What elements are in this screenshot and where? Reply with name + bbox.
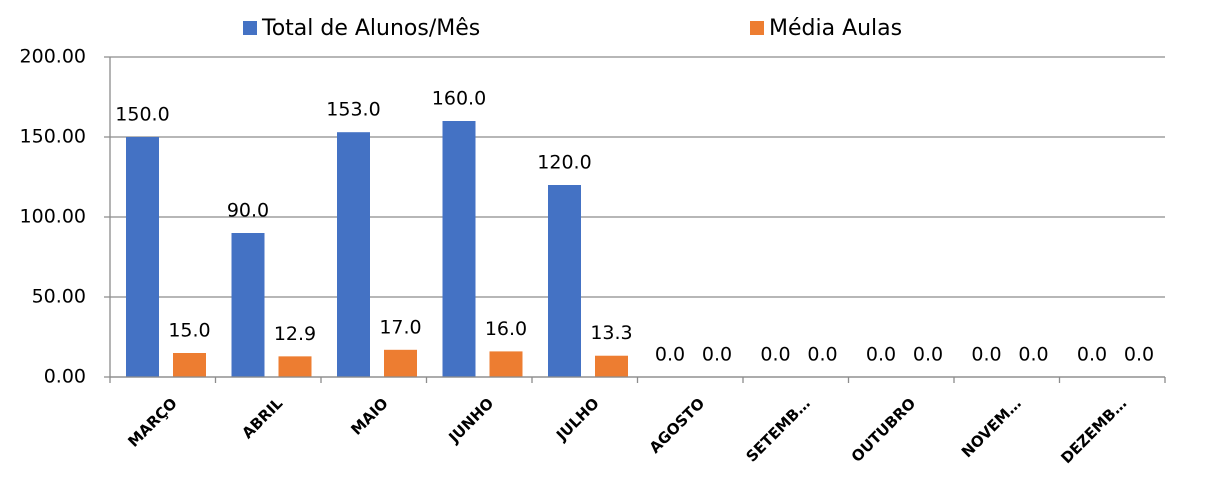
- legend-swatch: [750, 21, 764, 35]
- legend-label: Média Aulas: [769, 16, 902, 41]
- data-label: 0.0: [866, 344, 896, 366]
- bar: [489, 351, 523, 377]
- bar: [126, 137, 159, 377]
- data-label: 0.0: [1124, 344, 1154, 366]
- x-tick-label: MARÇO: [124, 394, 180, 450]
- data-label: 0.0: [1018, 344, 1048, 366]
- y-tick-label: 150.00: [20, 126, 86, 148]
- bar: [384, 349, 417, 377]
- data-label: 160.0: [432, 88, 486, 110]
- y-tick-label: 0.00: [44, 366, 86, 388]
- bar: [337, 132, 370, 377]
- y-tick-label: 200.00: [20, 46, 86, 68]
- data-label: 16.0: [485, 318, 527, 340]
- legend-swatch: [243, 21, 257, 35]
- x-tick-label: SETEMB…: [742, 394, 813, 465]
- data-label: 0.0: [913, 344, 943, 366]
- legend-label: Total de Alunos/Mês: [261, 16, 480, 41]
- bar: [442, 121, 476, 377]
- bar: [595, 355, 628, 377]
- data-label: 90.0: [227, 200, 269, 222]
- y-tick-label: 100.00: [20, 206, 86, 228]
- x-tick-label: MAIO: [347, 394, 391, 438]
- data-label: 153.0: [326, 99, 380, 121]
- data-label: 17.0: [379, 316, 421, 338]
- data-label: 12.9: [274, 323, 316, 345]
- x-tick-label: DEZEMB…: [1057, 394, 1130, 467]
- data-label: 15.0: [168, 320, 210, 342]
- bar: [231, 233, 265, 377]
- data-label: 13.3: [590, 322, 632, 344]
- x-tick-label: JUNHO: [444, 394, 497, 447]
- data-label: 0.0: [760, 344, 790, 366]
- bar: [278, 356, 312, 377]
- y-tick-label: 50.00: [32, 286, 86, 308]
- data-label: 0.0: [655, 344, 685, 366]
- x-tick-label: OUTUBRO: [848, 394, 919, 465]
- x-tick-label: JULHO: [552, 394, 603, 445]
- x-tick-label: ABRIL: [238, 394, 286, 442]
- bar: [173, 353, 206, 377]
- data-label: 0.0: [971, 344, 1001, 366]
- x-tick-label: AGOSTO: [646, 394, 709, 457]
- data-label: 150.0: [115, 104, 169, 126]
- bar: [548, 185, 581, 377]
- data-label: 0.0: [702, 344, 732, 366]
- x-tick-label: NOVEM…: [958, 394, 1025, 461]
- data-label: 120.0: [537, 152, 591, 174]
- data-label: 0.0: [1077, 344, 1107, 366]
- data-label: 0.0: [807, 344, 837, 366]
